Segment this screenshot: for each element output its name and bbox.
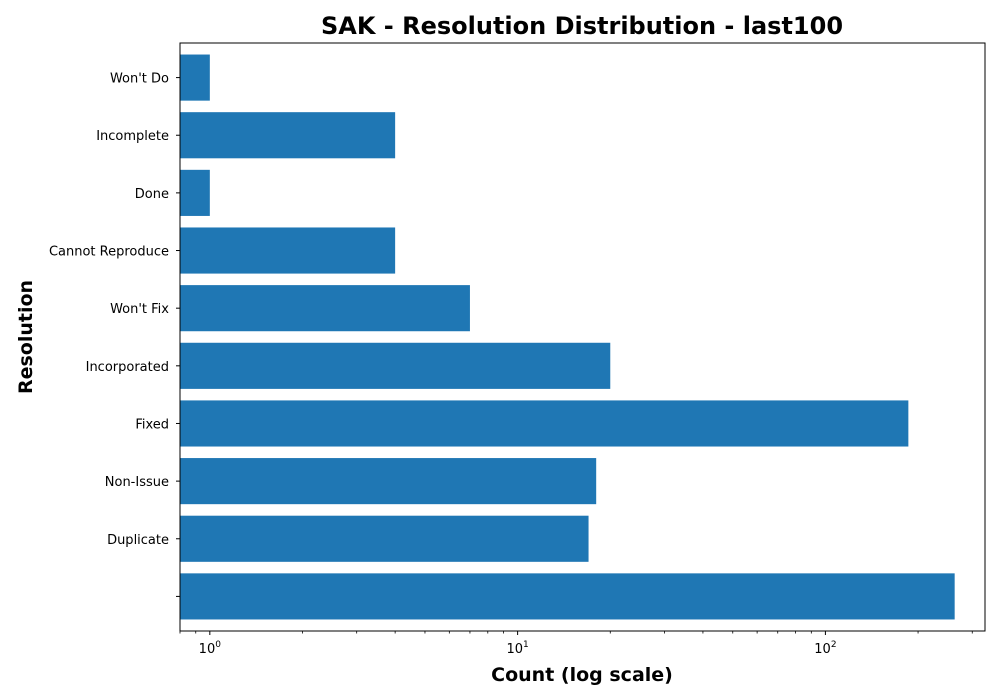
bar-non-issue bbox=[180, 458, 597, 505]
plot-frame bbox=[179, 42, 986, 632]
y-tick-label-non-issue: Non-Issue bbox=[105, 475, 169, 490]
y-tick-label-duplicate: Duplicate bbox=[107, 533, 169, 548]
y-axis-label: Resolution bbox=[15, 280, 37, 394]
y-tick-label-incomplete: Incomplete bbox=[96, 129, 169, 144]
bar-done bbox=[180, 169, 210, 216]
y-tick-label-fixed: Fixed bbox=[135, 417, 169, 432]
bars-layer bbox=[180, 54, 955, 620]
y-tick-label-done: Done bbox=[135, 187, 169, 202]
x-tick-label: 101 bbox=[506, 640, 528, 657]
x-tick-label: 100 bbox=[199, 640, 222, 657]
y-tick-label-incorporated: Incorporated bbox=[86, 360, 169, 375]
bar-fixed bbox=[180, 400, 909, 447]
bar-duplicate bbox=[180, 515, 589, 562]
bar-blank bbox=[180, 573, 955, 620]
bar-incomplete bbox=[180, 112, 396, 159]
x-tick-label: 102 bbox=[814, 640, 836, 657]
x-ticks: 100 101 102 bbox=[179, 631, 973, 657]
bar-cannot-reproduce bbox=[180, 227, 396, 274]
bar-won-t-fix bbox=[180, 285, 470, 332]
bar-incorporated bbox=[180, 342, 611, 389]
y-tick-label-won-t-fix: Won't Fix bbox=[110, 302, 169, 317]
y-tick-label-won-t-do: Won't Do bbox=[110, 72, 169, 87]
chart-title: SAK - Resolution Distribution - last100 bbox=[321, 12, 843, 40]
x-axis-label: Count (log scale) bbox=[491, 664, 673, 686]
y-tick-label-cannot-reproduce: Cannot Reproduce bbox=[49, 245, 169, 260]
bar-won-t-do bbox=[180, 54, 210, 101]
y-ticks: Duplicate Non-Issue Fixed Incorporated Won't… bbox=[49, 72, 180, 597]
